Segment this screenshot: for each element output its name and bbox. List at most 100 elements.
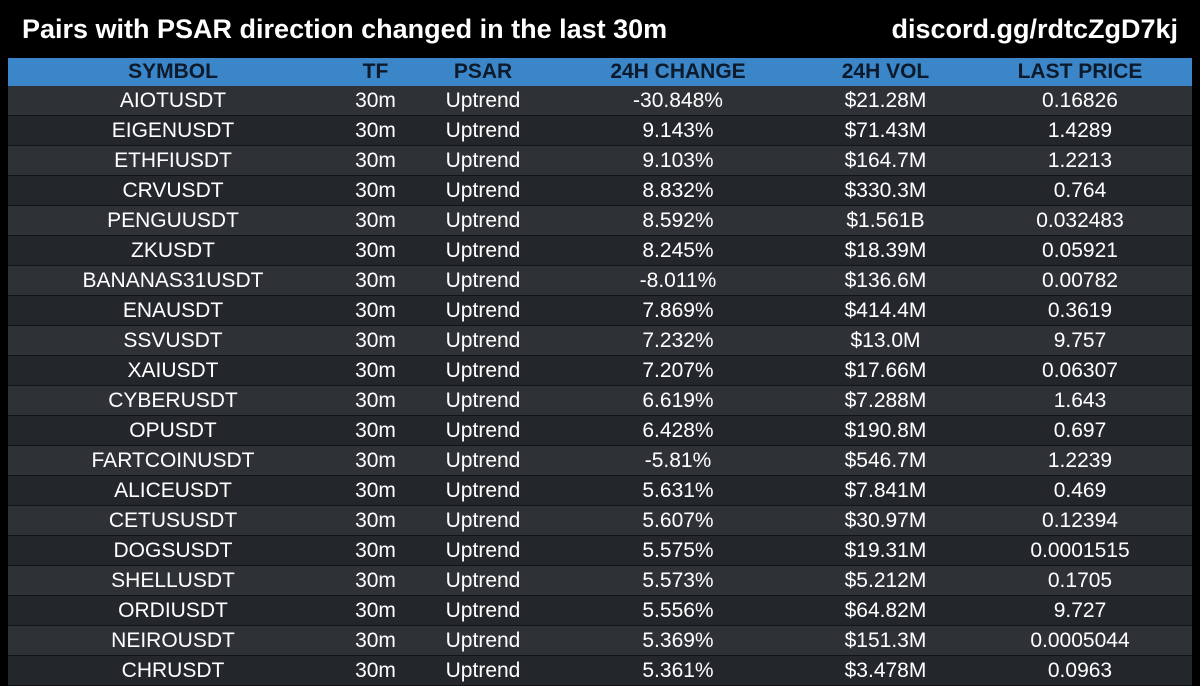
- cell-tf: 30m: [338, 625, 413, 656]
- cell-symbol: NEIROUSDT: [8, 625, 338, 656]
- cell-psar: Uptrend: [413, 115, 553, 146]
- cell-psar: Uptrend: [413, 86, 553, 116]
- cell-symbol: SHELLUSDT: [8, 565, 338, 596]
- cell-last-price: 0.05921: [968, 235, 1192, 266]
- column-header-24h-change[interactable]: 24H CHANGE: [553, 58, 803, 86]
- cell-psar: Uptrend: [413, 325, 553, 356]
- cell-24h-vol: $7.841M: [803, 475, 968, 506]
- cell-last-price: 9.757: [968, 325, 1192, 356]
- table-row: XAIUSDT 30m Uptrend 7.207% $17.66M 0.06307: [8, 355, 1192, 386]
- cell-24h-change: 6.619%: [553, 385, 803, 416]
- cell-symbol: DOGSUSDT: [8, 535, 338, 566]
- table-row: ALICEUSDT 30m Uptrend 5.631% $7.841M 0.469: [8, 475, 1192, 506]
- table-row: NEIROUSDT 30m Uptrend 5.369% $151.3M 0.000504…: [8, 625, 1192, 656]
- table-row: DOGSUSDT 30m Uptrend 5.575% $19.31M 0.0001515: [8, 535, 1192, 566]
- cell-last-price: 0.697: [968, 415, 1192, 446]
- cell-psar: Uptrend: [413, 145, 553, 176]
- cell-24h-change: 8.592%: [553, 205, 803, 236]
- cell-symbol: CHRUSDT: [8, 655, 338, 686]
- cell-symbol: BANANAS31USDT: [8, 265, 338, 296]
- pairs-table: SYMBOL TF PSAR 24H CHANGE 24H VOL LAST P…: [8, 58, 1192, 686]
- table-row: CETUSUSDT 30m Uptrend 5.607% $30.97M 0.12394: [8, 505, 1192, 536]
- cell-psar: Uptrend: [413, 355, 553, 386]
- cell-tf: 30m: [338, 505, 413, 536]
- cell-last-price: 1.2213: [968, 145, 1192, 176]
- discord-link[interactable]: discord.gg/rdtcZgD7kj: [891, 14, 1178, 44]
- cell-24h-vol: $71.43M: [803, 115, 968, 146]
- cell-24h-change: -5.81%: [553, 445, 803, 476]
- cell-24h-vol: $414.4M: [803, 295, 968, 326]
- table-row: CYBERUSDT 30m Uptrend 6.619% $7.288M 1.643: [8, 385, 1192, 416]
- cell-24h-change: 8.245%: [553, 235, 803, 266]
- cell-symbol: FARTCOINUSDT: [8, 445, 338, 476]
- table-row: SHELLUSDT 30m Uptrend 5.573% $5.212M 0.1705: [8, 565, 1192, 596]
- cell-last-price: 0.764: [968, 175, 1192, 206]
- cell-last-price: 1.4289: [968, 115, 1192, 146]
- cell-last-price: 1.2239: [968, 445, 1192, 476]
- cell-24h-vol: $30.97M: [803, 505, 968, 536]
- cell-24h-change: 5.361%: [553, 655, 803, 686]
- cell-symbol: OPUSDT: [8, 415, 338, 446]
- cell-last-price: 0.00782: [968, 265, 1192, 296]
- cell-24h-change: -30.848%: [553, 86, 803, 116]
- page-header: Pairs with PSAR direction changed in the…: [0, 0, 1200, 58]
- cell-last-price: 0.06307: [968, 355, 1192, 386]
- cell-24h-vol: $64.82M: [803, 595, 968, 626]
- cell-tf: 30m: [338, 115, 413, 146]
- cell-psar: Uptrend: [413, 235, 553, 266]
- column-header-last-price[interactable]: LAST PRICE: [968, 58, 1192, 86]
- cell-24h-vol: $190.8M: [803, 415, 968, 446]
- cell-last-price: 0.0001515: [968, 535, 1192, 566]
- cell-last-price: 1.643: [968, 385, 1192, 416]
- cell-psar: Uptrend: [413, 655, 553, 686]
- table-row: ETHFIUSDT 30m Uptrend 9.103% $164.7M 1.2213: [8, 145, 1192, 176]
- column-header-psar[interactable]: PSAR: [413, 58, 553, 86]
- table-row: CHRUSDT 30m Uptrend 5.361% $3.478M 0.0963: [8, 655, 1192, 686]
- cell-psar: Uptrend: [413, 475, 553, 506]
- column-header-24h-vol[interactable]: 24H VOL: [803, 58, 968, 86]
- cell-24h-change: -8.011%: [553, 265, 803, 296]
- cell-last-price: 0.469: [968, 475, 1192, 506]
- cell-symbol: ZKUSDT: [8, 235, 338, 266]
- cell-24h-vol: $21.28M: [803, 86, 968, 116]
- cell-24h-vol: $1.561B: [803, 205, 968, 236]
- cell-symbol: PENGUUSDT: [8, 205, 338, 236]
- cell-24h-vol: $18.39M: [803, 235, 968, 266]
- table-row: FARTCOINUSDT 30m Uptrend -5.81% $546.7M 1.223…: [8, 445, 1192, 476]
- table-row: OPUSDT 30m Uptrend 6.428% $190.8M 0.697: [8, 415, 1192, 446]
- cell-last-price: 0.16826: [968, 86, 1192, 116]
- cell-psar: Uptrend: [413, 385, 553, 416]
- cell-24h-change: 7.869%: [553, 295, 803, 326]
- cell-24h-change: 7.207%: [553, 355, 803, 386]
- cell-symbol: CYBERUSDT: [8, 385, 338, 416]
- cell-symbol: ETHFIUSDT: [8, 145, 338, 176]
- column-header-symbol[interactable]: SYMBOL: [8, 58, 338, 86]
- cell-24h-vol: $5.212M: [803, 565, 968, 596]
- cell-24h-vol: $136.6M: [803, 265, 968, 296]
- cell-symbol: SSVUSDT: [8, 325, 338, 356]
- cell-24h-vol: $330.3M: [803, 175, 968, 206]
- cell-tf: 30m: [338, 355, 413, 386]
- cell-tf: 30m: [338, 265, 413, 296]
- cell-24h-vol: $164.7M: [803, 145, 968, 176]
- cell-tf: 30m: [338, 235, 413, 266]
- cell-psar: Uptrend: [413, 535, 553, 566]
- cell-tf: 30m: [338, 415, 413, 446]
- column-header-tf[interactable]: TF: [338, 58, 413, 86]
- table-row: ENAUSDT 30m Uptrend 7.869% $414.4M 0.3619: [8, 295, 1192, 326]
- cell-24h-vol: $19.31M: [803, 535, 968, 566]
- cell-symbol: AIOTUSDT: [8, 86, 338, 116]
- cell-tf: 30m: [338, 295, 413, 326]
- cell-last-price: 0.12394: [968, 505, 1192, 536]
- cell-symbol: XAIUSDT: [8, 355, 338, 386]
- table-row: BANANAS31USDT 30m Uptrend -8.011% $136.6M 0.0…: [8, 265, 1192, 296]
- cell-last-price: 0.3619: [968, 295, 1192, 326]
- table-body: AIOTUSDT 30m Uptrend -30.848% $21.28M 0.16826…: [8, 86, 1192, 686]
- cell-tf: 30m: [338, 205, 413, 236]
- cell-psar: Uptrend: [413, 205, 553, 236]
- cell-tf: 30m: [338, 145, 413, 176]
- table-row: ORDIUSDT 30m Uptrend 5.556% $64.82M 9.727: [8, 595, 1192, 626]
- cell-psar: Uptrend: [413, 595, 553, 626]
- cell-last-price: 0.0963: [968, 655, 1192, 686]
- cell-24h-change: 8.832%: [553, 175, 803, 206]
